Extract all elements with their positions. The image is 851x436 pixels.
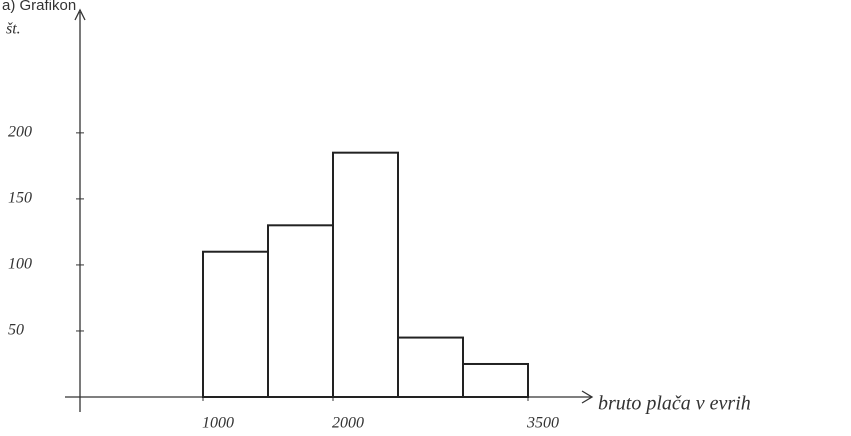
x-axis-arrow [581, 390, 594, 404]
y-tick-label: 100 [8, 256, 32, 273]
bar [267, 224, 334, 398]
y-tick-label: 150 [8, 190, 32, 207]
y-axis-label: št. [6, 21, 21, 38]
x-tick-label: 3500 [526, 415, 559, 432]
bar [397, 336, 464, 399]
y-tick-label: 200 [8, 124, 32, 141]
x-tick-label: 2000 [332, 415, 364, 432]
y-tick-label: 50 [8, 322, 24, 339]
x-tick-label: 1000 [202, 415, 234, 432]
x-axis-label: bruto plača v evrih [598, 393, 751, 415]
y-axis-arrow [74, 8, 86, 21]
bar [202, 250, 269, 398]
chart-title: a) Grafikon [2, 0, 76, 14]
bar [462, 362, 529, 398]
bar [332, 151, 399, 398]
